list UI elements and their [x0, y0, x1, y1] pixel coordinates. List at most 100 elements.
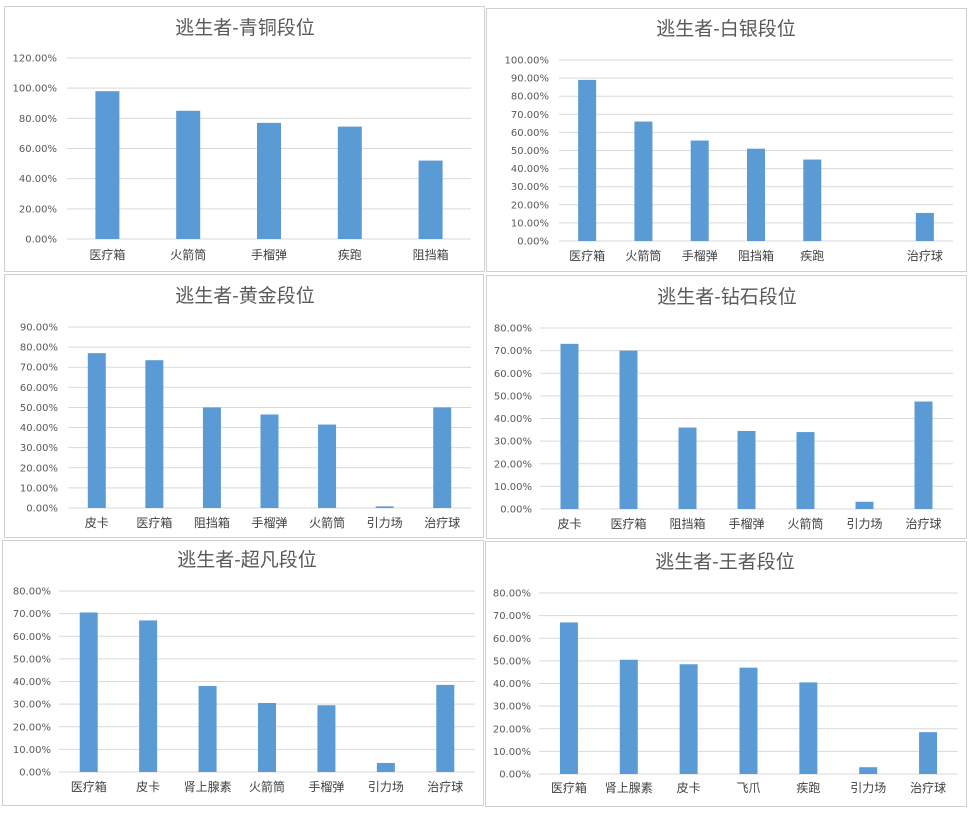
y-tick-label: 50.00% [511, 146, 549, 157]
y-tick-label: 80.00% [511, 92, 549, 103]
chart-title: 逃生者-钻石段位 [657, 286, 796, 308]
bar [619, 659, 638, 774]
chart-svg-bronze: 逃生者-青铜段位 0.00% 20.00% 40.00% 60.00% 80.00% 100… [13, 17, 471, 262]
bar [87, 353, 106, 508]
chart-panel-silver: 逃生者-白银段位 0.00% 10.00% 20.00% 30.00% 40.00% 50.… [486, 8, 967, 272]
y-tick-label: 0.00% [25, 235, 57, 246]
x-category-label: 引力场 [367, 516, 403, 530]
bar [418, 160, 443, 239]
bar [318, 424, 337, 508]
x-category-label: 治疗球 [427, 780, 463, 794]
y-tick-label: 40.00% [20, 423, 58, 434]
y-tick-label: 20.00% [494, 459, 532, 470]
y-tick-label: 80.00% [20, 343, 58, 354]
y-tick-label: 0.00% [19, 768, 51, 779]
y-tick-label: 50.00% [493, 656, 531, 667]
y-tick-label: 80.00% [13, 587, 51, 598]
bar [337, 126, 362, 239]
y-tick-label: 80.00% [494, 324, 532, 335]
y-tick-label: 0.00% [26, 504, 58, 515]
x-category-label: 手榴弹 [682, 249, 718, 263]
x-category-label: 肾上腺素 [605, 781, 653, 795]
y-tick-label: 40.00% [19, 174, 57, 185]
y-tick-label: 20.00% [493, 724, 531, 735]
y-tick-label: 80.00% [19, 114, 57, 125]
bar [260, 414, 279, 508]
x-category-label: 阻挡箱 [738, 248, 774, 263]
x-category-label: 医疗箱 [551, 780, 587, 795]
y-tick-label: 0.00% [517, 237, 549, 248]
y-tick-label: 60.00% [494, 369, 532, 380]
y-tick-label: 0.00% [499, 770, 531, 781]
x-category-label: 火箭筒 [170, 247, 206, 262]
x-category-label: 手榴弹 [251, 516, 287, 530]
chart-title: 逃生者-黄金段位 [175, 285, 314, 307]
y-tick-label: 60.00% [493, 634, 531, 645]
x-category-label: 阻挡箱 [669, 516, 705, 531]
y-tick-label: 60.00% [511, 128, 549, 139]
x-category-label: 医疗箱 [136, 515, 172, 530]
x-category-label: 火箭筒 [787, 516, 823, 531]
x-category-label: 引力场 [846, 517, 882, 531]
x-category-label: 手榴弹 [728, 517, 764, 531]
y-tick-label: 60.00% [19, 144, 57, 155]
bar [198, 686, 217, 772]
x-category-label: 治疗球 [424, 516, 460, 530]
y-tick-label: 20.00% [511, 200, 549, 211]
bar [634, 121, 653, 241]
x-category-label: 疾跑 [800, 248, 824, 263]
bar [257, 122, 281, 239]
x-category-label: 治疗球 [910, 781, 946, 795]
x-category-label: 治疗球 [905, 517, 941, 531]
x-category-label: 飞爪 [736, 781, 760, 795]
bar [375, 506, 394, 508]
y-tick-label: 30.00% [494, 437, 532, 448]
y-tick-label: 70.00% [494, 346, 532, 357]
y-tick-label: 50.00% [13, 654, 51, 665]
y-tick-label: 80.00% [493, 589, 531, 600]
chart-svg-gold: 逃生者-黄金段位 0.00% 10.00% 20.00% 30.00% 40.00% 50.… [20, 285, 471, 530]
chart-svg-diamond: 逃生者-钻石段位 0.00% 10.00% 20.00% 30.00% 40.00% 50.… [494, 286, 953, 531]
x-category-label: 阻挡箱 [194, 515, 230, 530]
chart-title: 逃生者-白银段位 [656, 18, 795, 40]
bar [919, 732, 938, 774]
y-tick-label: 40.00% [13, 677, 51, 688]
bar [578, 79, 597, 241]
chart-title: 逃生者-超凡段位 [177, 549, 316, 571]
bar [799, 682, 818, 774]
chart-svg-silver: 逃生者-白银段位 0.00% 10.00% 20.00% 30.00% 40.00% 50.… [505, 18, 953, 263]
bar [914, 401, 933, 509]
bar [855, 501, 874, 509]
y-tick-label: 90.00% [511, 74, 549, 85]
bar [560, 343, 579, 509]
y-tick-label: 0.00% [500, 505, 532, 516]
y-tick-label: 70.00% [20, 363, 58, 374]
bar [796, 432, 815, 509]
y-tick-label: 70.00% [511, 110, 549, 121]
x-category-label: 医疗箱 [89, 247, 125, 262]
x-category-label: 手榴弹 [251, 248, 287, 262]
bar [559, 622, 578, 774]
y-tick-label: 50.00% [494, 391, 532, 402]
x-category-label: 肾上腺素 [184, 780, 232, 794]
x-category-label: 火箭筒 [625, 248, 661, 263]
bar [678, 427, 697, 509]
chart-panel-diamond: 逃生者-钻石段位 0.00% 10.00% 20.00% 30.00% 40.00% 50.… [486, 275, 967, 539]
chart-title: 逃生者-王者段位 [655, 551, 794, 573]
chart-panel-bronze: 逃生者-青铜段位 0.00% 20.00% 40.00% 60.00% 80.00% 100… [4, 6, 485, 272]
x-category-label: 引力场 [368, 780, 404, 794]
y-tick-label: 70.00% [13, 609, 51, 620]
bar [202, 407, 221, 508]
bar [317, 705, 336, 772]
bar [145, 360, 164, 508]
bar [376, 762, 395, 772]
y-tick-label: 40.00% [494, 414, 532, 425]
y-tick-label: 100.00% [505, 56, 550, 67]
y-tick-label: 60.00% [13, 632, 51, 643]
bar [139, 620, 158, 772]
chart-panel-king: 逃生者-王者段位 0.00% 10.00% 20.00% 30.00% 40.00% 50.… [485, 541, 967, 807]
bar [747, 148, 765, 241]
bar [258, 702, 276, 772]
bar [803, 159, 822, 241]
x-category-label: 皮卡 [85, 516, 109, 530]
